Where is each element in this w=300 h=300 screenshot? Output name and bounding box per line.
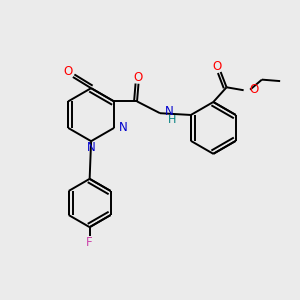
Text: H: H [168,115,176,125]
Text: F: F [86,236,93,249]
Text: O: O [212,60,222,73]
Text: O: O [63,65,72,78]
Text: O: O [249,83,258,96]
Text: N: N [165,105,173,118]
Text: N: N [87,141,96,154]
Text: O: O [134,71,143,84]
Text: N: N [119,122,128,134]
